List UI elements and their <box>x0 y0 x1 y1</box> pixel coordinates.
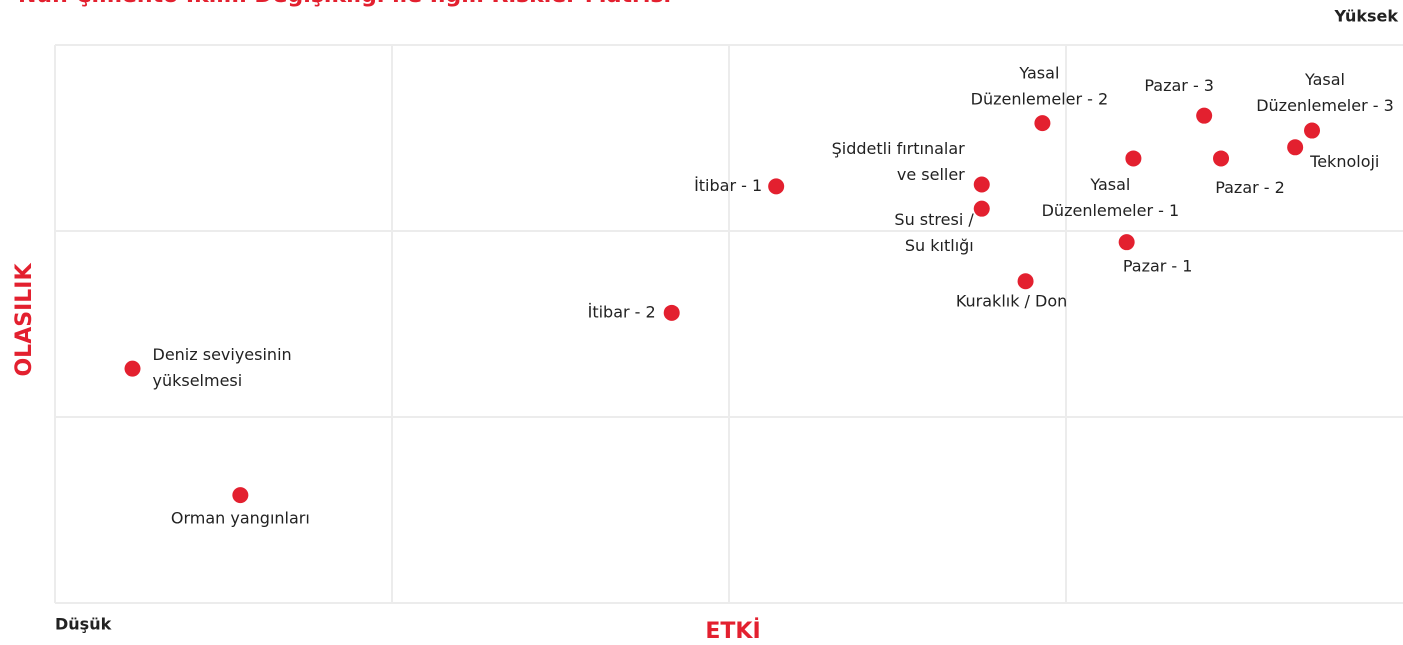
risk-point <box>1034 115 1051 132</box>
risk-point <box>663 304 680 321</box>
x-low-label: Düşük <box>55 615 112 634</box>
risk-point <box>973 176 990 193</box>
point-label: Deniz seviyesinin <box>153 345 292 364</box>
point-label: İtibar - 1 <box>694 176 762 195</box>
risk-point <box>1118 234 1135 251</box>
risk-point <box>1213 150 1230 167</box>
point-label: Teknoloji <box>1309 152 1379 171</box>
point-label: Yasal <box>1304 70 1345 89</box>
point-label: Şiddetli fırtınalar <box>832 139 966 158</box>
point-label: ve seller <box>897 165 965 184</box>
risk-point <box>1287 139 1304 156</box>
risk-point <box>768 178 785 195</box>
point-label: yükselmesi <box>153 371 243 390</box>
risk-point <box>1017 273 1034 290</box>
point-label: Orman yangınları <box>171 509 310 528</box>
point-label: Düzenlemeler - 2 <box>971 90 1109 109</box>
x-axis-label: ETKİ <box>705 618 760 644</box>
point-label: Pazar - 1 <box>1123 257 1193 276</box>
point-label: Yasal <box>1089 175 1130 194</box>
point-label: İtibar - 2 <box>588 302 656 321</box>
point-label: Düzenlemeler - 1 <box>1042 201 1180 220</box>
chart-title: Nuh Çimento İklim Değişikliği ile İlgili… <box>18 0 671 8</box>
point-label: Su kıtlığı <box>905 236 974 255</box>
risk-point <box>1304 122 1321 139</box>
y-axis-label: OLASILIK <box>12 263 37 377</box>
risk-point <box>124 360 141 377</box>
point-label: Kuraklık / Don <box>956 292 1067 311</box>
point-label: Su stresi / <box>894 210 974 229</box>
risk-point <box>232 487 249 504</box>
point-label: Pazar - 3 <box>1144 76 1214 95</box>
risk-point <box>1125 150 1142 167</box>
risk-point <box>973 200 990 217</box>
y-high-label: Yüksek <box>1334 7 1399 26</box>
risk-point <box>1196 107 1213 124</box>
point-label: Yasal <box>1018 64 1059 83</box>
point-label: Düzenlemeler - 3 <box>1256 96 1394 115</box>
point-label: Pazar - 2 <box>1215 178 1285 197</box>
